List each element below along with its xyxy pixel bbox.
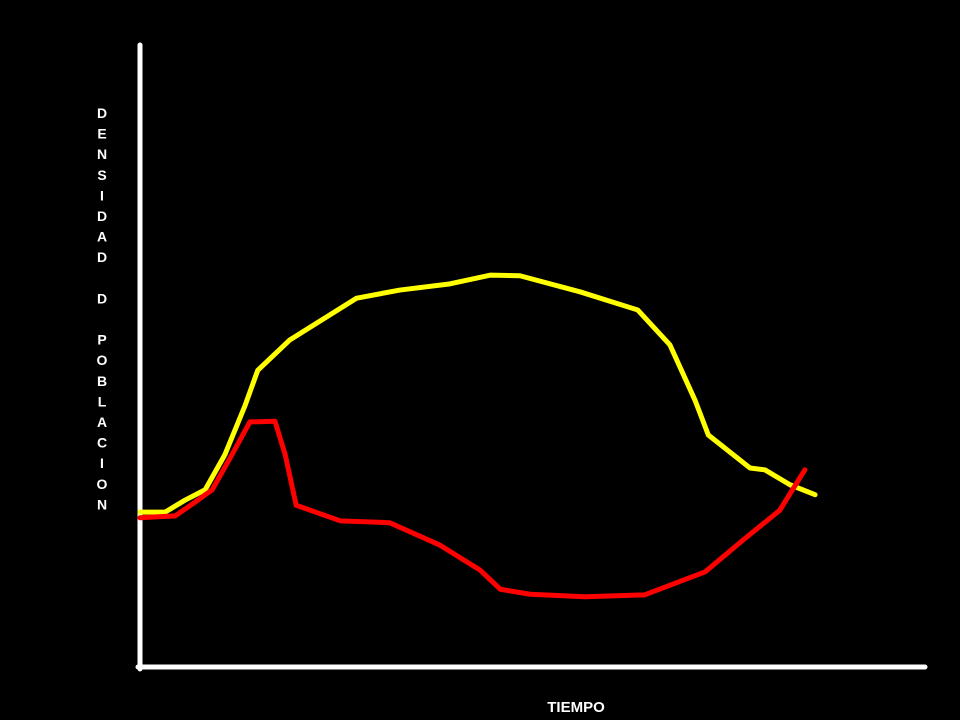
series-line xyxy=(137,418,808,600)
series-line xyxy=(137,272,818,515)
x-axis-label: TIEMPO xyxy=(547,699,605,716)
